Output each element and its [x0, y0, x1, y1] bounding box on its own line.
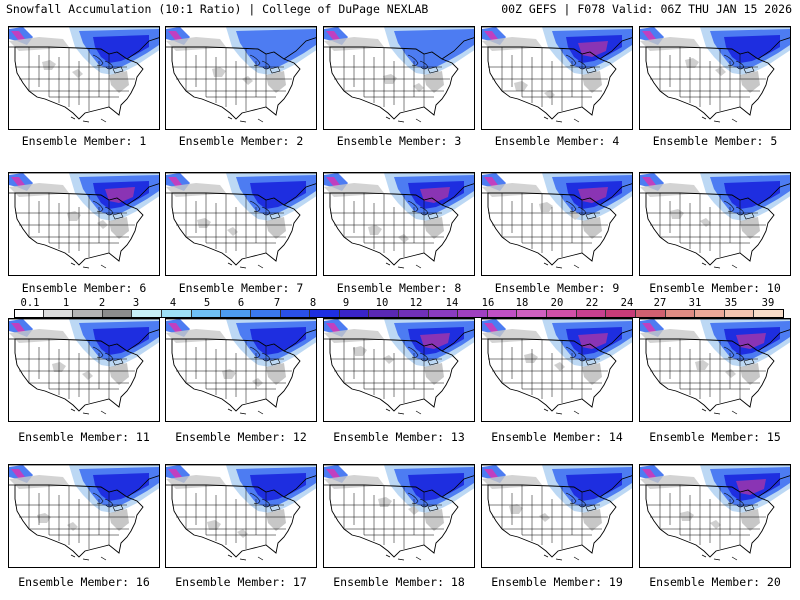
colorbar-swatch [280, 309, 311, 318]
colorbar [14, 309, 784, 318]
ensemble-member-label: Ensemble Member: 15 [649, 430, 781, 444]
ensemble-map-panel [639, 318, 791, 422]
ensemble-map-panel [639, 172, 791, 276]
colorbar-tick-label: 14 [445, 297, 459, 309]
colorbar-swatch [339, 309, 370, 318]
ensemble-member-label: Ensemble Member: 1 [21, 134, 147, 148]
ensemble-member-label: Ensemble Member: 8 [336, 281, 462, 295]
colorbar-tick-label: 6 [237, 297, 245, 309]
colorbar-swatch [73, 309, 103, 318]
colorbar-tick-label: 0.1 [20, 297, 40, 309]
ensemble-map-panel [165, 172, 317, 276]
colorbar-swatch [576, 309, 607, 318]
colorbar-swatch [43, 309, 74, 318]
colorbar-swatch [162, 309, 192, 318]
colorbar-tick-label: 31 [688, 297, 702, 309]
ensemble-map-panel [323, 26, 475, 130]
ensemble-member-label: Ensemble Member: 6 [21, 281, 147, 295]
colorbar-swatch [695, 309, 725, 318]
colorbar-tick-label: 35 [724, 297, 738, 309]
ensemble-member-label: Ensemble Member: 4 [494, 134, 620, 148]
ensemble-map-panel [639, 464, 791, 568]
colorbar-tick-label: 20 [550, 297, 564, 309]
colorbar-swatch [547, 309, 577, 318]
colorbar-tick-label: 24 [620, 297, 634, 309]
ensemble-member-label: Ensemble Member: 7 [178, 281, 304, 295]
colorbar-tick-label: 39 [761, 297, 775, 309]
colorbar-tick-label: 2 [98, 297, 106, 309]
ensemble-member-label: Ensemble Member: 16 [18, 575, 150, 589]
colorbar-swatch [665, 309, 696, 318]
ensemble-map-panel [8, 172, 160, 276]
colorbar-swatch [369, 309, 399, 318]
colorbar-swatch [132, 309, 163, 318]
colorbar-swatch [310, 309, 340, 318]
colorbar-swatch [724, 309, 755, 318]
ensemble-map-panel [481, 26, 633, 130]
colorbar-tick-label: 8 [309, 297, 317, 309]
ensemble-map-panel [8, 26, 160, 130]
colorbar-tick-label: 9 [342, 297, 350, 309]
ensemble-member-label: Ensemble Member: 12 [175, 430, 307, 444]
ensemble-member-label: Ensemble Member: 18 [333, 575, 465, 589]
ensemble-member-label: Ensemble Member: 17 [175, 575, 307, 589]
ensemble-map-panel [639, 26, 791, 130]
ensemble-map-panel [481, 464, 633, 568]
colorbar-swatch [102, 309, 133, 318]
colorbar-tick-label: 4 [169, 297, 177, 309]
ensemble-member-label: Ensemble Member: 9 [494, 281, 620, 295]
ensemble-member-label: Ensemble Member: 13 [333, 430, 465, 444]
colorbar-tick-label: 18 [515, 297, 529, 309]
ensemble-member-label: Ensemble Member: 5 [652, 134, 778, 148]
colorbar-tick-label: 10 [375, 297, 389, 309]
colorbar-swatch [606, 309, 636, 318]
colorbar-tick-label: 16 [481, 297, 495, 309]
header-left-title: Snowfall Accumulation (10:1 Ratio) | Col… [6, 2, 429, 16]
colorbar-swatch [191, 309, 222, 318]
colorbar-tick-label: 12 [409, 297, 423, 309]
colorbar-swatch [754, 309, 784, 318]
colorbar-swatch [635, 309, 666, 318]
colorbar-swatch [250, 309, 281, 318]
colorbar-tick-label: 1 [62, 297, 70, 309]
ensemble-member-label: Ensemble Member: 14 [491, 430, 623, 444]
colorbar-swatch [399, 309, 429, 318]
ensemble-map-panel [481, 318, 633, 422]
colorbar-swatch [458, 309, 488, 318]
ensemble-member-label: Ensemble Member: 3 [336, 134, 462, 148]
colorbar-swatch [14, 309, 44, 318]
header-right-title: 00Z GEFS | F078 Valid: 06Z THU JAN 15 20… [501, 2, 792, 16]
ensemble-map-panel [165, 26, 317, 130]
ensemble-map-panel [8, 464, 160, 568]
colorbar-tick-label: 3 [132, 297, 140, 309]
colorbar-tick-label: 22 [585, 297, 599, 309]
ensemble-member-label: Ensemble Member: 10 [649, 281, 781, 295]
ensemble-member-label: Ensemble Member: 2 [178, 134, 304, 148]
ensemble-map-panel [481, 172, 633, 276]
ensemble-map-panel [323, 318, 475, 422]
colorbar-swatch [517, 309, 548, 318]
ensemble-member-label: Ensemble Member: 20 [649, 575, 781, 589]
colorbar-swatch [221, 309, 251, 318]
ensemble-map-panel [323, 464, 475, 568]
ensemble-member-label: Ensemble Member: 19 [491, 575, 623, 589]
colorbar-tick-label: 27 [653, 297, 667, 309]
ensemble-map-panel [8, 318, 160, 422]
ensemble-member-label: Ensemble Member: 11 [18, 430, 150, 444]
ensemble-map-panel [323, 172, 475, 276]
colorbar-swatch [487, 309, 518, 318]
colorbar-swatch [428, 309, 459, 318]
ensemble-map-panel [165, 318, 317, 422]
ensemble-map-panel [165, 464, 317, 568]
colorbar-tick-label: 7 [273, 297, 281, 309]
colorbar-tick-label: 5 [203, 297, 211, 309]
